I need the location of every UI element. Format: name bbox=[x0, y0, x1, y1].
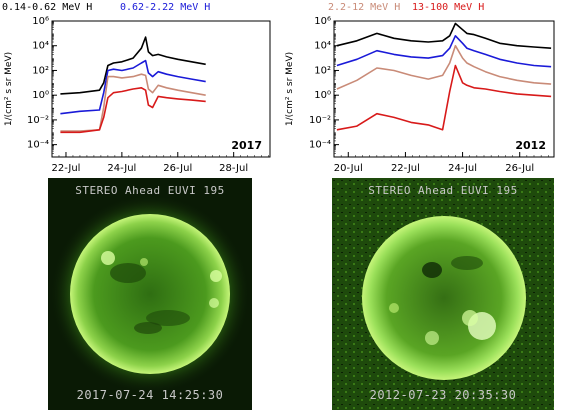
euvi-title-2012: STEREO Ahead EUVI 195 bbox=[368, 184, 518, 197]
y-tick-label: 10⁶ bbox=[314, 16, 331, 27]
y-tick-label: 10⁴ bbox=[32, 41, 49, 52]
series-line-4 bbox=[336, 64, 552, 131]
euvi-title-2017: STEREO Ahead EUVI 195 bbox=[75, 184, 225, 197]
x-tick-label: 24-Jul bbox=[448, 163, 477, 174]
legend-entry-3: 2.2-12 MeV H bbox=[328, 2, 401, 13]
sun-disk-2017 bbox=[50, 194, 250, 394]
series-line-3 bbox=[336, 44, 552, 90]
euvi-timestamp-2017: 2017-07-24 14:25:30 bbox=[76, 388, 224, 402]
y-tick-label: 10⁻² bbox=[27, 115, 49, 126]
series-line-4 bbox=[60, 87, 206, 134]
y-tick-label: 10⁻⁴ bbox=[27, 140, 49, 151]
euvi-image-2017: STEREO Ahead EUVI 195 2017-07-24 14:25:3… bbox=[48, 178, 252, 410]
sun-disk-2012 bbox=[332, 178, 554, 410]
legend-entry-4: 13-100 MeV H bbox=[412, 2, 485, 13]
legend-entry-1: 0.14-0.62 MeV H bbox=[2, 2, 93, 13]
plot-frame bbox=[51, 20, 271, 158]
legend-entry-2: 0.62-2.22 MeV H bbox=[120, 2, 211, 13]
flux-plot-2017: 10⁶ 10⁴ 10² 10⁰ 10⁻² 10⁻⁴ 22-Jul 24-Jul 26-Jul 28… bbox=[0, 15, 281, 175]
y-tick-label: 10² bbox=[32, 65, 49, 76]
legend: 0.14-0.62 MeV H 0.62-2.22 MeV H 2.2-12 M… bbox=[0, 0, 562, 16]
year-label: 2012 bbox=[515, 139, 546, 152]
y-tick-label: 10⁻² bbox=[309, 115, 331, 126]
x-tick-label: 26-Jul bbox=[163, 163, 192, 174]
year-label: 2017 bbox=[231, 139, 262, 152]
series-line-2 bbox=[336, 34, 552, 68]
series-line-1 bbox=[60, 36, 206, 95]
series-line-2 bbox=[60, 59, 206, 115]
y-tick-label: 10⁴ bbox=[314, 41, 331, 52]
flux-plot-2012: 10⁶ 10⁴ 10² 10⁰ 10⁻² 10⁻⁴ 20-Jul 22-Jul 24-Jul 26… bbox=[281, 15, 562, 175]
euvi-image-2012: STEREO Ahead EUVI 195 2012-07-23 20:35:3… bbox=[332, 178, 554, 410]
x-tick-label: 24-Jul bbox=[107, 163, 136, 174]
plot-frame bbox=[333, 20, 555, 158]
euvi-timestamp-2012: 2012-07-23 20:35:30 bbox=[369, 388, 517, 402]
y-tick-label: 10² bbox=[314, 65, 331, 76]
x-tick-label: 26-Jul bbox=[505, 163, 534, 174]
x-tick-label: 20-Jul bbox=[334, 163, 363, 174]
y-axis-label: 1/(cm² s sr MeV) bbox=[285, 52, 295, 126]
y-tick-label: 10⁰ bbox=[32, 90, 49, 101]
y-tick-label: 10⁻⁴ bbox=[309, 140, 331, 151]
x-tick-label: 22-Jul bbox=[391, 163, 420, 174]
x-tick-label: 22-Jul bbox=[51, 163, 80, 174]
y-axis-label: 1/(cm² s sr MeV) bbox=[4, 52, 14, 126]
y-tick-label: 10⁶ bbox=[32, 16, 49, 27]
series-line-1 bbox=[336, 22, 552, 49]
y-tick-label: 10⁰ bbox=[314, 90, 331, 101]
flux-plot-2017-svg: 10⁶ 10⁴ 10² 10⁰ 10⁻² 10⁻⁴ 22-Jul 24-Jul 26-Jul 28… bbox=[4, 16, 271, 174]
x-tick-label: 28-Jul bbox=[219, 163, 248, 174]
series-line-3 bbox=[60, 73, 206, 132]
flux-plot-2012-svg: 10⁶ 10⁴ 10² 10⁰ 10⁻² 10⁻⁴ 20-Jul 22-Jul 24-Jul 26… bbox=[285, 16, 555, 174]
